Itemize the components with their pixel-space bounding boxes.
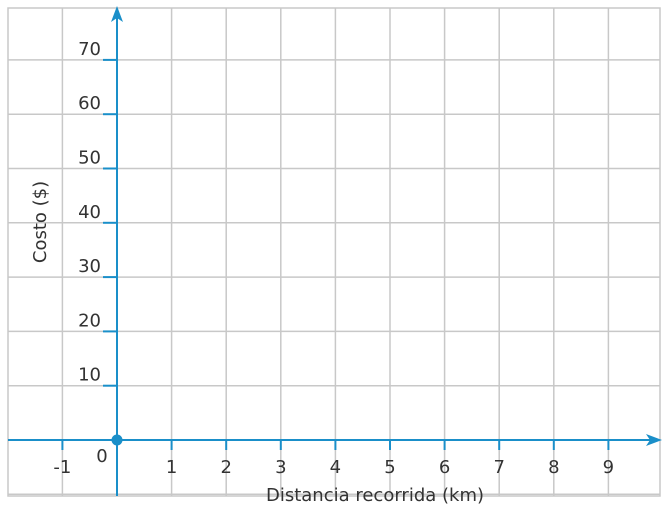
x-tick-label: 6 <box>439 457 450 478</box>
origin-label: 0 <box>96 446 107 467</box>
y-tick-label: 70 <box>78 39 101 60</box>
data-point <box>111 434 123 446</box>
y-tick-label: 60 <box>78 93 101 114</box>
grid <box>7 7 661 497</box>
y-axis-arrow-icon <box>111 6 123 22</box>
y-tick-label: 40 <box>78 202 101 223</box>
x-tick-label: 1 <box>166 457 177 478</box>
y-tick-label: 30 <box>78 256 101 277</box>
y-tick-label: 20 <box>78 310 101 331</box>
y-tick-label: 10 <box>78 365 101 386</box>
x-tick-label: 2 <box>220 457 231 478</box>
x-tick-label: 9 <box>603 457 614 478</box>
y-axis-label: Costo ($) <box>30 181 51 263</box>
x-tick-label: 4 <box>330 457 341 478</box>
y-tick-label: 50 <box>78 148 101 169</box>
x-tick-label: 7 <box>493 457 504 478</box>
grid-frame <box>7 7 661 497</box>
x-axis-arrow-icon <box>646 434 662 446</box>
x-tick-label: -1 <box>53 457 71 478</box>
ticks: -1 1 2 3 4 5 6 7 8 9 10 20 30 40 50 60 70 0 <box>53 39 614 478</box>
x-axis-label: Distancia recorrida (km) <box>266 485 484 506</box>
x-tick-label: 3 <box>275 457 286 478</box>
x-tick-label: 5 <box>384 457 395 478</box>
data-points <box>111 434 123 446</box>
x-tick-label: 8 <box>548 457 559 478</box>
